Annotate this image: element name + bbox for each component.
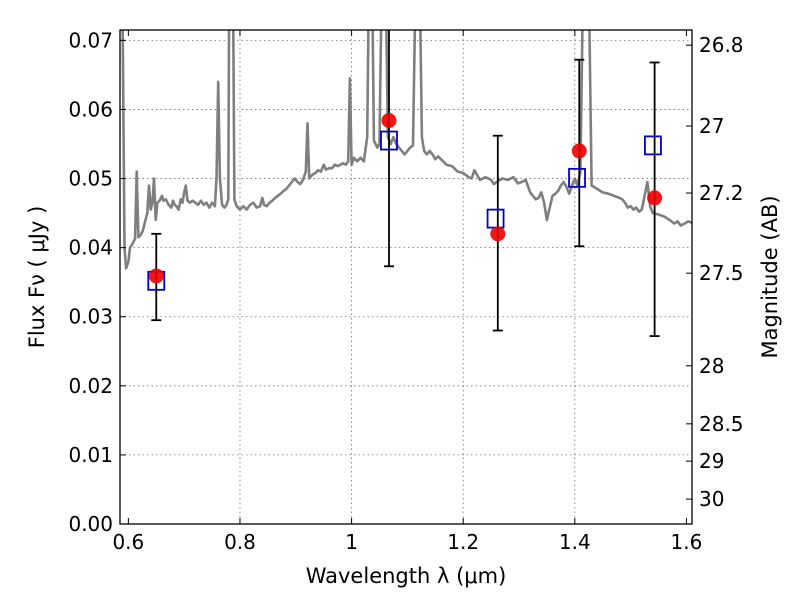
model-flux-square (380, 130, 398, 151)
y-tick-label: 0.06 (68, 97, 113, 121)
y2-axis-label: Magnitude (AB) (758, 195, 782, 358)
mag-tick-label: 30 (699, 487, 724, 511)
measured-flux-dot (647, 190, 663, 206)
x-tick-label: 1.6 (671, 530, 703, 554)
axis-ticks (120, 30, 692, 525)
measured-flux-dot (571, 143, 587, 159)
y-tick-label: 0.00 (68, 512, 113, 536)
mag-tick-label: 28 (699, 354, 724, 378)
y-tick-label: 0.04 (68, 236, 113, 260)
y-axis-label: Flux Fν ( μJy ) (25, 206, 49, 349)
plot-data (121, 30, 692, 337)
tick-labels: 0.6 0.8 1 1.2 1.4 1.6 0.00 0.01 0.02 0.03 0.04 0.05… (68, 28, 743, 554)
plot-frame (119, 29, 693, 525)
y-tick-label: 0.02 (68, 374, 113, 398)
spectrum-line (121, 30, 692, 270)
x-tick-label: 0.6 (112, 530, 144, 554)
mag-tick-label: 26.8 (699, 33, 744, 57)
measured-flux-dot (490, 226, 506, 242)
x-axis-label: Wavelength λ (μm) (306, 564, 507, 588)
x-tick-label: 1.4 (559, 530, 591, 554)
y-tick-label: 0.07 (68, 28, 113, 52)
y-tick-label: 0.01 (68, 443, 113, 467)
model-flux-square (568, 167, 586, 188)
y-tick-label: 0.03 (68, 305, 113, 329)
mag-tick-label: 27.2 (699, 181, 744, 205)
mag-tick-label: 29 (699, 449, 724, 473)
measured-flux-dot (148, 268, 164, 284)
x-tick-label: 1 (345, 530, 358, 554)
mag-tick-label: 27 (699, 114, 724, 138)
y-tick-label: 0.05 (68, 167, 113, 191)
mag-tick-label: 28.5 (699, 412, 744, 436)
x-tick-label: 0.8 (224, 530, 256, 554)
model-flux-square (644, 135, 662, 156)
measured-flux-dot (381, 113, 397, 129)
x-tick-label: 1.2 (447, 530, 479, 554)
mag-tick-label: 27.5 (699, 261, 744, 285)
